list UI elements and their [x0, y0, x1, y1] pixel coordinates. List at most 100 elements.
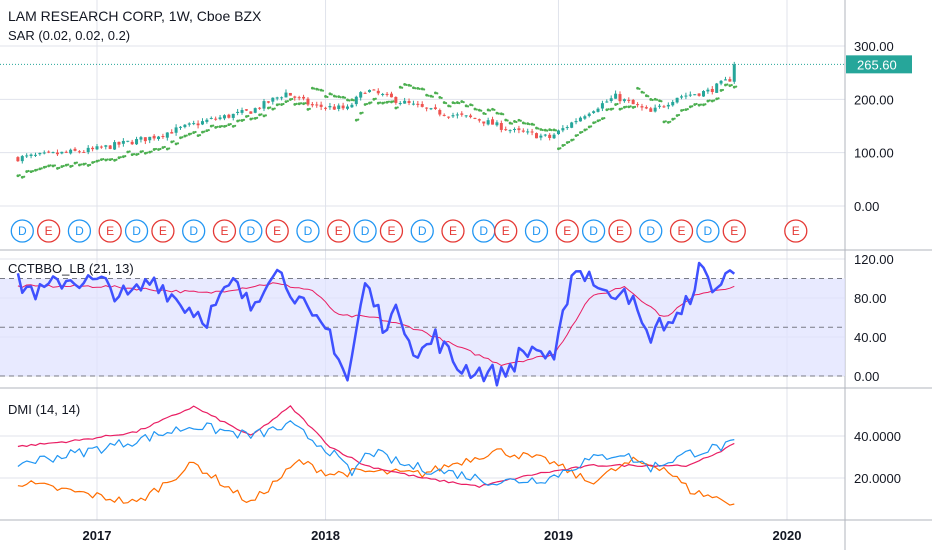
sar-dot — [611, 107, 615, 110]
sar-dot — [440, 96, 443, 100]
candle-body — [275, 97, 279, 99]
cctbbo-axis-tick: 40.00 — [854, 330, 887, 345]
sar-dot — [247, 114, 250, 118]
candle-body — [675, 97, 679, 103]
candle-body — [552, 134, 556, 139]
sar-dot — [354, 118, 358, 122]
cctbbo-axis-tick: 80.00 — [854, 291, 887, 306]
adx-line — [17, 405, 735, 488]
sar-dot — [559, 147, 562, 150]
earnings-marker — [327, 219, 351, 243]
sar-dot — [209, 124, 213, 128]
dmi-legend[interactable]: DMI (14, 14) — [8, 402, 81, 417]
candle-body — [381, 93, 385, 95]
sar-dot — [594, 121, 597, 124]
sar-dot — [352, 99, 355, 102]
price-axis-tick: 0.00 — [854, 199, 879, 214]
sar-dot — [436, 92, 439, 95]
sar-dot — [568, 140, 571, 144]
sar-dot — [38, 167, 42, 171]
candle-body — [354, 96, 358, 105]
candle-body — [447, 116, 451, 118]
sar-dot — [293, 102, 297, 106]
candle-body — [723, 79, 727, 81]
sar-dot — [695, 102, 698, 106]
candle-body — [732, 64, 736, 82]
candle-body — [534, 133, 538, 139]
sar-dot — [91, 161, 95, 164]
sar-dot — [361, 111, 364, 114]
candle-body — [627, 99, 631, 101]
sar-dot — [304, 102, 307, 105]
sar-dot — [108, 158, 112, 162]
candle-body — [117, 141, 121, 145]
sar-dot — [324, 95, 327, 98]
dividend-label: D — [304, 224, 313, 238]
sar-dot — [84, 162, 87, 165]
sar-dot — [251, 117, 254, 120]
sar-dot — [97, 159, 100, 162]
earnings-label: E — [502, 224, 510, 238]
sar-dot — [194, 130, 197, 134]
sar-dot — [394, 106, 398, 110]
earnings-label: E — [563, 224, 571, 238]
cctbbo-signal-line — [17, 282, 735, 366]
sar-dot — [447, 104, 450, 108]
cctbbo-axis-tick: 120.00 — [854, 252, 894, 267]
candle-body — [433, 107, 437, 110]
candle-body — [205, 119, 209, 122]
sar-dot — [102, 157, 105, 161]
sar-dot — [280, 103, 283, 106]
candle-body — [596, 108, 600, 112]
sar-dot — [45, 165, 48, 168]
candle-body — [350, 104, 354, 108]
sar-dot — [163, 145, 166, 149]
sar-dot — [53, 164, 57, 167]
candle-body — [644, 107, 648, 109]
sar-dot — [168, 147, 171, 150]
sar-dot — [82, 162, 86, 166]
candle-body — [530, 131, 534, 133]
earnings-marker — [151, 219, 175, 243]
cctbbo-legend[interactable]: CCTBBO_LB (21, 13) — [8, 261, 134, 276]
candlestick-series — [16, 61, 736, 164]
sar-dot — [735, 85, 738, 88]
sar-dot — [669, 120, 672, 123]
candle-body — [55, 152, 59, 155]
candle-body — [556, 130, 560, 135]
sar-dot — [187, 132, 191, 136]
sar-dot — [460, 100, 464, 103]
sar-dot — [374, 97, 377, 100]
sar-dot — [728, 84, 732, 88]
candle-body — [592, 111, 596, 113]
price-axis-tick: 300.00 — [854, 39, 894, 54]
candle-body — [688, 94, 692, 96]
candle-body — [315, 104, 319, 106]
sar-dot — [614, 103, 617, 106]
candle-body — [104, 145, 108, 147]
earnings-marker — [98, 219, 122, 243]
sar-dot — [649, 98, 653, 101]
candle-body — [51, 152, 55, 154]
candle-body — [38, 152, 42, 155]
sar-dot — [664, 120, 667, 123]
sar-dot — [286, 99, 289, 103]
candle-body — [157, 136, 161, 140]
sar-dot — [423, 88, 426, 91]
candle-body — [653, 107, 657, 112]
candle-body — [227, 114, 231, 118]
sar-legend[interactable]: SAR (0.02, 0.02, 0.2) — [8, 28, 131, 43]
sar-dot — [655, 98, 659, 101]
candle-body — [161, 136, 165, 138]
dividend-marker — [67, 219, 92, 243]
sar-dot — [295, 102, 298, 105]
sar-dot — [350, 98, 354, 102]
candle-body — [33, 154, 37, 156]
sar-dot — [693, 103, 697, 106]
candle-body — [539, 135, 543, 138]
sar-dot — [524, 122, 527, 125]
sar-dot — [583, 128, 587, 132]
candle-body — [464, 115, 468, 117]
earnings-marker — [494, 219, 518, 243]
sar-dot — [458, 102, 461, 105]
